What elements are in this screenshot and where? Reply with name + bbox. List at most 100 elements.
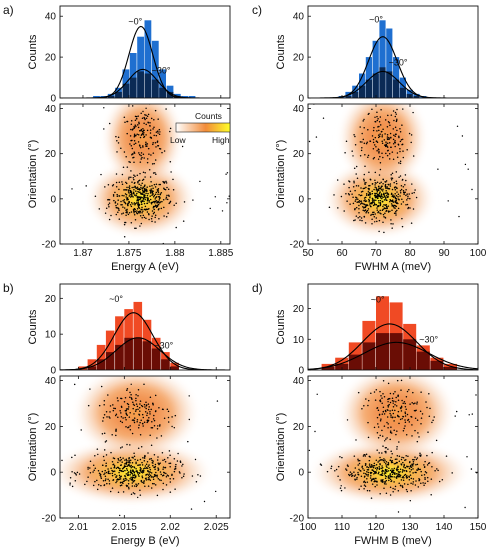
scatter-point: [359, 203, 362, 205]
scatter-point: [165, 196, 168, 198]
scatter-point: [382, 128, 384, 130]
y-tick-label: 0: [50, 366, 56, 377]
scatter-point: [127, 461, 129, 464]
scatter-point: [135, 485, 138, 488]
scatter-point: [385, 143, 387, 146]
density-cluster-1: [337, 104, 429, 189]
scatter-point: [153, 183, 156, 186]
scatter-point: [426, 476, 429, 479]
scatter-point: [139, 400, 142, 402]
scatter-point: [345, 140, 348, 143]
histogram-bar: [393, 79, 400, 98]
scatter-point: [154, 186, 157, 188]
scatter-point: [159, 471, 162, 473]
scatter-point: [131, 472, 134, 475]
histogram-bar: [393, 57, 400, 98]
scatter-point: [384, 468, 387, 471]
scatter-point: [398, 471, 400, 473]
histogram-bar: [403, 339, 417, 370]
scatter-point: [188, 395, 190, 397]
scatter-point: [110, 467, 112, 469]
scatter-point: [408, 467, 411, 470]
scatter-point: [407, 195, 409, 198]
scatter-point: [116, 475, 118, 477]
scatter-point: [405, 434, 408, 436]
scatter-point: [368, 459, 371, 462]
scatter-point: [139, 225, 141, 227]
scatter-point: [382, 188, 384, 190]
scatter-point: [412, 111, 414, 114]
scatter-point: [107, 203, 110, 206]
scatter-point: [128, 176, 130, 178]
scatter-point: [354, 200, 357, 202]
scatter-point: [382, 445, 384, 447]
scatter-point: [139, 136, 142, 139]
scatter-point: [153, 208, 155, 211]
scatter-point: [179, 461, 182, 464]
histogram-bar: [399, 87, 406, 98]
scatter-point: [149, 176, 152, 178]
scatter-point: [152, 478, 155, 480]
scatter-point: [71, 188, 73, 190]
scatter-point: [150, 154, 152, 156]
scatter-point: [392, 196, 395, 198]
scatter-point: [139, 214, 142, 217]
scatter-point: [356, 201, 358, 203]
histogram-bar: [96, 359, 106, 370]
scatter-point: [146, 143, 149, 145]
scatter-point: [143, 136, 145, 139]
scatter-point: [378, 121, 381, 123]
scatter-point: [377, 210, 380, 213]
scatter-point: [149, 125, 151, 127]
scatter-point: [175, 468, 177, 470]
scatter-point: [395, 473, 398, 475]
scatter-point: [395, 477, 398, 479]
scatter-point: [155, 200, 158, 202]
scatter-point: [134, 210, 137, 213]
histogram-bars: [308, 296, 478, 370]
scatter-point: [146, 115, 149, 118]
scatter-point: [366, 469, 369, 471]
scatter-point: [129, 391, 131, 394]
scatter-point: [378, 152, 380, 154]
scatter-point: [384, 463, 387, 465]
histogram-bar: [115, 344, 124, 370]
scatter-point: [101, 433, 104, 435]
scatter-point: [394, 462, 397, 465]
scatter-point: [154, 193, 157, 195]
scatter-point: [121, 183, 124, 185]
scatter-point: [175, 463, 177, 466]
scatter-point: [127, 203, 129, 205]
scatter-point: [109, 405, 112, 407]
scatter-point: [382, 183, 384, 185]
scatter-point: [408, 193, 410, 195]
scatter-point: [385, 465, 388, 467]
scatter-point: [366, 204, 369, 207]
scatter-point: [143, 482, 145, 484]
scatter-point: [380, 181, 382, 184]
scatter-point: [388, 152, 391, 155]
scatter-point: [94, 480, 96, 483]
scatter-point: [126, 120, 128, 123]
scatter-point: [308, 449, 311, 452]
scatter-point: [138, 424, 140, 426]
scatter-point: [104, 472, 106, 474]
scatter-point: [129, 396, 131, 398]
scatter-point: [110, 451, 112, 454]
scatter-point: [336, 179, 339, 181]
scatter-point: [394, 111, 397, 114]
scatter-point: [113, 407, 115, 410]
scatter-point: [397, 193, 400, 195]
scatter-point: [366, 471, 368, 473]
scatter-point: [92, 484, 95, 487]
scatter-point: [142, 134, 145, 136]
scatter-point: [396, 448, 398, 450]
scatter-point: [359, 219, 361, 221]
scatter-point: [171, 425, 173, 428]
scatter-point: [148, 473, 151, 475]
scatter-point: [402, 402, 404, 405]
scatter-point: [138, 121, 140, 123]
scatter-point: [412, 472, 414, 474]
scatter-point: [391, 469, 394, 472]
scatter-point: [106, 416, 108, 418]
